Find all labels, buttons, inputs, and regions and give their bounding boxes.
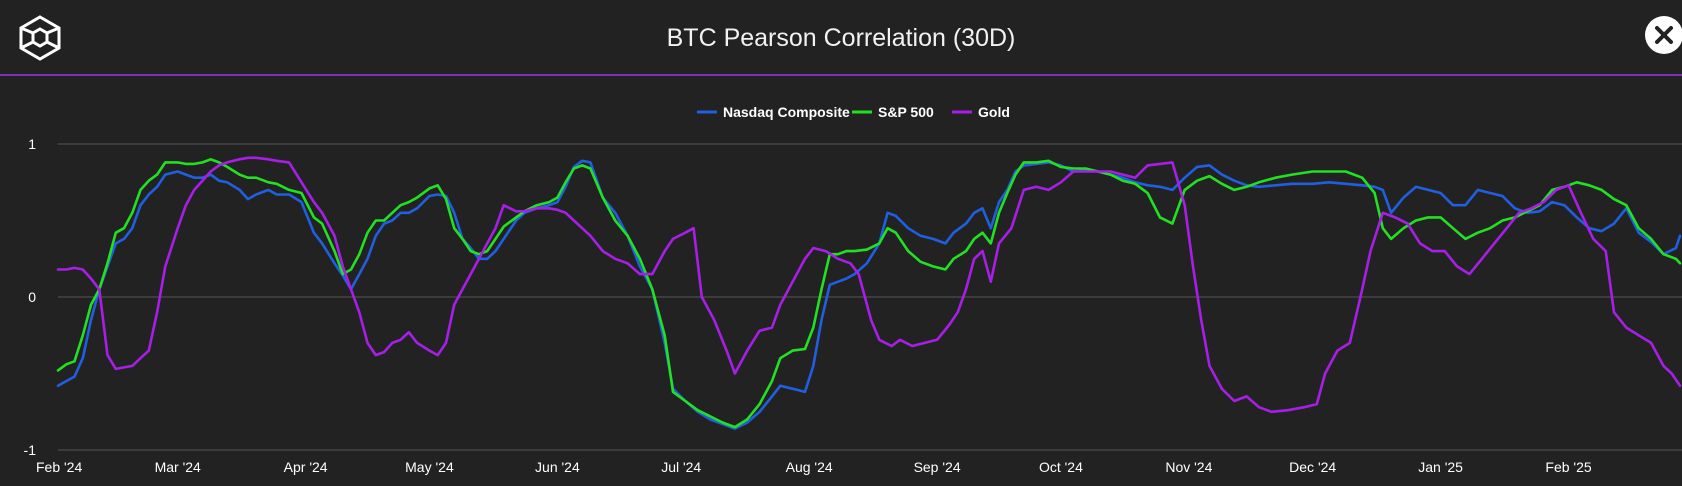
cube-logo-icon[interactable] — [16, 14, 64, 62]
y-tick-label: 0 — [28, 289, 36, 305]
x-tick-label: Apr '24 — [284, 459, 328, 475]
x-tick-label: Feb '24 — [36, 459, 82, 475]
x-tick-label: Sep '24 — [914, 459, 961, 475]
x-tick-label: Aug '24 — [786, 459, 833, 475]
series-line-gold[interactable] — [56, 156, 1682, 414]
close-icon — [1655, 26, 1673, 44]
header-bar: BTC Pearson Correlation (30D) — [0, 0, 1682, 76]
close-button[interactable] — [1645, 16, 1682, 54]
series-lines — [56, 156, 1682, 430]
series-line-nasdaq-composite[interactable] — [56, 159, 1682, 430]
x-tick-label: Oct '24 — [1039, 459, 1083, 475]
x-tick-label: Mar '24 — [155, 459, 201, 475]
legend: Nasdaq Composite S&P 500 Gold — [697, 104, 1010, 120]
x-tick-label: Nov '24 — [1165, 459, 1212, 475]
x-axis-ticks: Feb '24 Mar '24 Apr '24 May '24 Jun '24 Jul '… — [36, 459, 1592, 475]
y-axis-ticks: 1 0 -1 — [24, 136, 37, 458]
page-title: BTC Pearson Correlation (30D) — [666, 24, 1016, 52]
legend-label[interactable]: S&P 500 — [878, 104, 934, 120]
grid-lines — [58, 143, 1682, 451]
x-tick-label: May '24 — [405, 459, 454, 475]
legend-label[interactable]: Nasdaq Composite — [723, 104, 850, 120]
y-tick-label: 1 — [28, 136, 36, 152]
x-tick-label: Feb '25 — [1545, 459, 1591, 475]
series-line-s-p-500[interactable] — [56, 158, 1682, 429]
correlation-chart: 1 0 -1 Feb '24 Mar '24 Apr '24 May '24 Jun '24… — [24, 104, 1682, 475]
x-tick-label: Jun '24 — [535, 459, 580, 475]
x-tick-label: Dec '24 — [1289, 459, 1336, 475]
y-tick-label: -1 — [24, 442, 37, 458]
x-tick-label: Jan '25 — [1418, 459, 1463, 475]
legend-label[interactable]: Gold — [978, 104, 1010, 120]
x-tick-label: Jul '24 — [661, 459, 701, 475]
